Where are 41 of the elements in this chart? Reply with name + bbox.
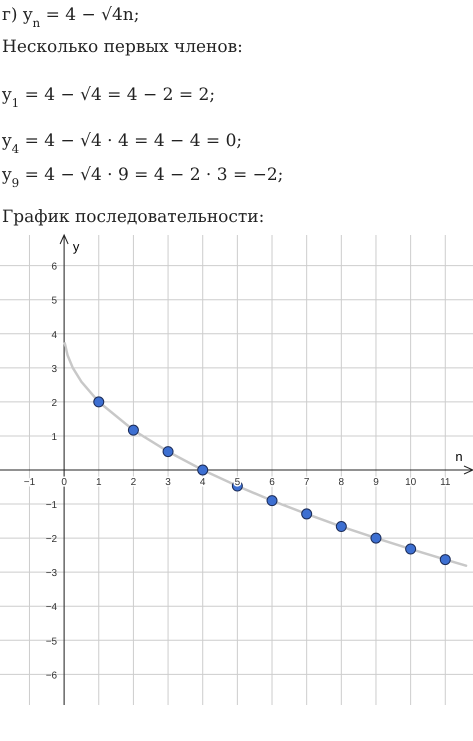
x-tick-label: 2 [130, 477, 137, 488]
text: y$_{4}$ = 4 − √4 · 4 = 4 − 4 = 0; [1, 131, 242, 156]
point [162, 446, 174, 458]
x-tick-label: 6 [269, 477, 276, 488]
y-tick-label: 3 [52, 364, 58, 375]
y-tick-label: −6 [46, 670, 58, 682]
point [266, 495, 278, 506]
x-axis-title: n [455, 449, 463, 464]
y-tick-label: −4 [46, 602, 58, 614]
x-tick-label: −1 [24, 477, 36, 488]
point [336, 521, 347, 532]
x-tick-label: 11 [440, 477, 451, 488]
text: y$_{9}$ = 4 − √4 · 9 = 4 − 2 · 3 = −2; [1, 165, 284, 190]
point [405, 544, 416, 555]
y-tick-label: 6 [52, 262, 58, 273]
x-tick-label: 9 [373, 477, 380, 488]
point [301, 508, 312, 520]
y-tick-label: −3 [46, 568, 58, 580]
point [93, 396, 104, 408]
point [128, 424, 139, 436]
x-tick-label: 3 [165, 477, 172, 488]
text: г) y$_{n}$ = 4 − √4n; [2, 5, 140, 30]
y-tick-label: 2 [52, 398, 58, 409]
y-tick-label: −2 [46, 534, 58, 546]
y-axis-title: y [72, 239, 80, 254]
text: Несколько первых членов: [2, 37, 243, 57]
point [440, 554, 451, 566]
x-tick-label: 4 [200, 477, 206, 488]
x-tick-label: 1 [96, 477, 102, 488]
x-tick-label: 10 [405, 477, 417, 488]
x-tick-label: 8 [338, 477, 345, 488]
y-tick-label: 4 [52, 330, 58, 341]
point [197, 464, 208, 476]
y-tick-label: 5 [52, 296, 58, 307]
y-tick-label: −1 [46, 500, 58, 512]
x-tick-label: 7 [304, 477, 310, 488]
chart-title: График последовательности: [2, 207, 264, 227]
y-tick-label: 1 [52, 432, 58, 443]
text: y$_{1}$ = 4 − √4 = 4 − 2 = 2; [1, 85, 216, 110]
point [370, 532, 382, 544]
y-tick-label: −5 [46, 636, 58, 648]
